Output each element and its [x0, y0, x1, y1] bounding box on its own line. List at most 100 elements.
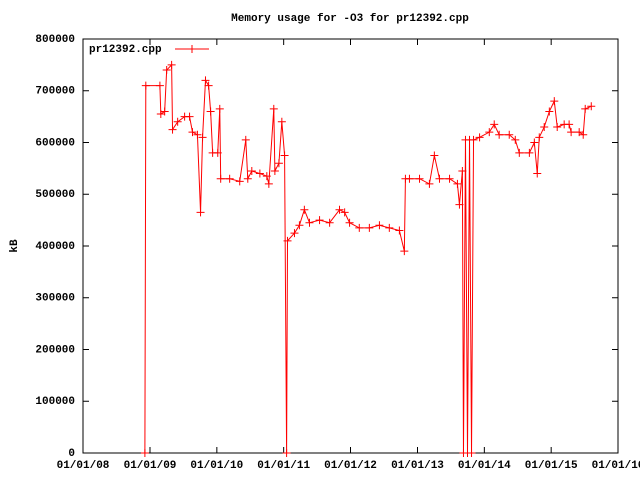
y-tick-label: 300000 [35, 293, 75, 305]
point-marker [505, 130, 514, 139]
point-marker [553, 122, 562, 131]
point-marker [400, 247, 409, 256]
x-tick-label: 01/01/08 [57, 460, 110, 472]
y-tick-label: 200000 [35, 344, 75, 356]
point-marker [247, 166, 256, 175]
point-marker [540, 122, 549, 131]
point-marker [485, 128, 494, 137]
y-tick-label: 0 [68, 448, 75, 460]
point-marker [467, 449, 476, 457]
point-marker [225, 174, 234, 183]
point-marker [141, 81, 150, 90]
point-marker [280, 151, 289, 160]
point-marker [269, 104, 278, 113]
point-marker [315, 216, 324, 225]
point-marker [545, 107, 554, 116]
point-marker [241, 135, 250, 144]
point-marker [445, 174, 454, 183]
point-marker [173, 117, 182, 126]
point-marker [305, 218, 314, 227]
legend-marker [188, 45, 196, 53]
point-marker [385, 223, 394, 232]
point-marker [355, 223, 364, 232]
point-marker [511, 135, 520, 144]
point-marker [204, 81, 213, 90]
point-marker [490, 120, 499, 129]
y-tick-label: 600000 [35, 137, 75, 149]
point-marker [579, 130, 588, 139]
point-marker [168, 125, 177, 134]
point-marker [587, 102, 596, 111]
point-marker [206, 107, 215, 116]
point-marker [395, 226, 404, 235]
x-tick-label: 01/01/11 [257, 460, 310, 472]
point-marker [282, 449, 291, 457]
x-tick-label: 01/01/15 [525, 460, 578, 472]
point-marker [300, 205, 309, 214]
point-marker [235, 177, 244, 186]
point-marker [335, 205, 344, 214]
point-marker [455, 200, 464, 209]
point-marker [155, 81, 164, 90]
point-marker [567, 128, 576, 137]
y-tick-label: 700000 [35, 86, 75, 98]
point-marker [277, 117, 286, 126]
point-marker [185, 112, 194, 121]
point-marker [345, 218, 354, 227]
point-marker [262, 172, 271, 181]
point-marker [196, 208, 205, 217]
point-marker [270, 166, 279, 175]
point-marker [405, 174, 414, 183]
legend-label: pr12392.cpp [89, 44, 162, 56]
point-marker [140, 449, 149, 457]
point-marker [475, 133, 484, 142]
point-marker [535, 133, 544, 142]
point-marker [458, 166, 467, 175]
point-marker [565, 120, 574, 129]
point-marker [264, 179, 273, 188]
point-marker [295, 221, 304, 230]
point-marker [435, 174, 444, 183]
x-tick-label: 01/01/09 [124, 460, 177, 472]
point-marker [533, 169, 542, 178]
point-marker [167, 60, 176, 69]
point-marker [213, 148, 222, 157]
y-tick-label: 500000 [35, 189, 75, 201]
chart-title: Memory usage for -O3 for pr12392.cpp [231, 13, 469, 25]
point-marker [415, 174, 424, 183]
point-marker [375, 221, 384, 230]
point-marker [193, 130, 202, 139]
x-tick-label: 01/01/14 [458, 460, 511, 472]
point-marker [198, 133, 207, 142]
point-marker [274, 159, 283, 168]
point-marker [188, 128, 197, 137]
point-marker [255, 169, 264, 178]
point-marker [425, 179, 434, 188]
point-marker [453, 179, 462, 188]
point-marker [283, 236, 292, 245]
point-marker [162, 66, 171, 75]
point-marker [430, 151, 439, 160]
point-marker [243, 174, 252, 183]
point-marker [581, 104, 590, 113]
point-marker [530, 138, 539, 147]
x-tick-label: 01/01/12 [324, 460, 377, 472]
point-marker [495, 130, 504, 139]
point-marker [160, 107, 169, 116]
point-marker [215, 104, 224, 113]
point-marker [550, 97, 559, 106]
point-marker [201, 76, 210, 85]
point-marker [290, 229, 299, 238]
x-tick-label: 01/01/16 [592, 460, 640, 472]
point-marker [469, 135, 478, 144]
x-tick-label: 01/01/13 [391, 460, 444, 472]
y-tick-label: 100000 [35, 396, 75, 408]
point-marker [575, 128, 584, 137]
point-marker [525, 148, 534, 157]
point-marker [325, 218, 334, 227]
x-tick-label: 01/01/10 [190, 460, 243, 472]
point-marker [340, 208, 349, 217]
point-marker [216, 174, 225, 183]
